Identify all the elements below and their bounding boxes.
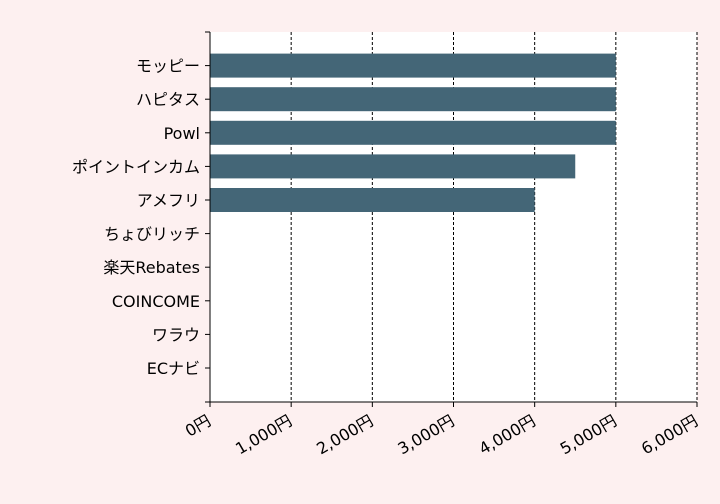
x-tick-label: 6,000円 bbox=[638, 411, 701, 458]
category-label: 楽天Rebates bbox=[103, 258, 200, 277]
bars bbox=[210, 53, 616, 212]
x-tick-label: 1,000円 bbox=[232, 411, 295, 458]
bar-0 bbox=[210, 53, 616, 78]
category-label: ちょびリッチ bbox=[104, 225, 200, 244]
category-label: ECナビ bbox=[147, 359, 200, 378]
category-label: アメフリ bbox=[137, 191, 200, 210]
category-label: ワラウ bbox=[152, 325, 200, 344]
category-label: Powl bbox=[164, 124, 200, 143]
category-label: ハピタス bbox=[136, 90, 200, 109]
x-tick-label: 2,000円 bbox=[313, 411, 376, 458]
axes bbox=[205, 31, 698, 407]
bar-4 bbox=[210, 188, 535, 212]
category-label: モッピー bbox=[136, 57, 200, 76]
category-label: COINCOME bbox=[112, 292, 200, 311]
x-tick-label: 3,000円 bbox=[394, 411, 457, 458]
x-tick-label: 5,000円 bbox=[557, 411, 620, 458]
bar-2 bbox=[210, 120, 616, 145]
bar-3 bbox=[210, 154, 576, 179]
x-tick-label: 0円 bbox=[182, 411, 214, 441]
category-label: ポイントインカム bbox=[72, 157, 200, 176]
x-tick-label: 4,000円 bbox=[476, 411, 539, 458]
bar-1 bbox=[210, 87, 616, 112]
